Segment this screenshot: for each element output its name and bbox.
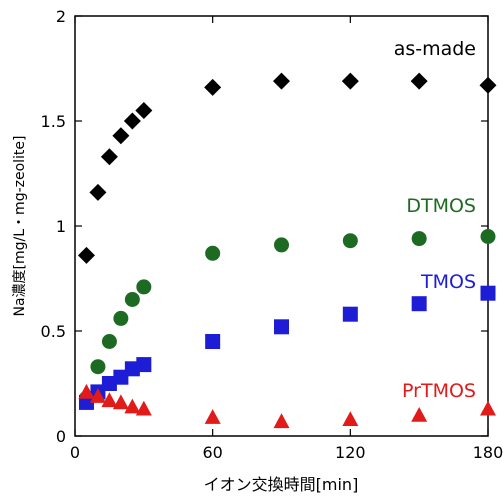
data-point-prtmos xyxy=(78,383,95,399)
data-point-prtmos xyxy=(480,400,496,416)
data-point-prtmos xyxy=(101,392,118,408)
data-point-tmos xyxy=(205,334,221,349)
axis-ticks xyxy=(74,15,489,437)
data-point-tmos xyxy=(124,361,140,377)
data-point-as-made xyxy=(479,76,497,94)
y-tick-label: 2 xyxy=(56,7,66,26)
data-point-prtmos xyxy=(135,400,152,416)
y-tick-label: 1 xyxy=(56,217,66,236)
y-tick-label: 1.5 xyxy=(41,112,66,131)
data-point-dtmos xyxy=(342,233,358,249)
legend-label-dtmos: DTMOS xyxy=(406,195,476,217)
data-point-dtmos xyxy=(113,310,129,326)
y-tick-label: 0.5 xyxy=(41,322,66,341)
data-point-as-made xyxy=(204,78,222,96)
data-point-tmos xyxy=(101,376,117,391)
legend-label-prtmos: PrTMOS xyxy=(402,380,476,402)
data-point-dtmos xyxy=(411,231,427,247)
tick-labels: 0 60 120 180 0 0.5 1 1.5 2 xyxy=(41,7,503,462)
data-point-prtmos xyxy=(124,398,141,414)
data-point-tmos xyxy=(480,285,496,301)
y-tick-label: 0 xyxy=(56,427,66,446)
data-point-as-made xyxy=(135,102,153,119)
x-tick-label: 180 xyxy=(473,443,503,462)
data-point-tmos xyxy=(342,306,358,322)
data-point-as-made xyxy=(123,112,141,130)
y-axis-title: Na濃度[mg/L・mg-zeolite] xyxy=(12,135,28,316)
data-point-as-made xyxy=(77,246,95,264)
data-point-prtmos xyxy=(273,413,290,429)
data-point-prtmos xyxy=(112,394,129,410)
legend-label-as-made: as-made xyxy=(394,38,476,60)
data-point-prtmos xyxy=(204,409,221,424)
x-tick-label: 60 xyxy=(202,443,222,462)
data-point-dtmos xyxy=(90,359,106,375)
data-point-dtmos xyxy=(480,229,496,244)
data-point-dtmos xyxy=(274,237,289,253)
data-point-as-made xyxy=(410,72,428,90)
x-tick-label: 0 xyxy=(70,443,80,462)
legend-label-tmos: TMOS xyxy=(420,271,476,293)
x-tick-label: 120 xyxy=(335,443,366,462)
data-point-as-made xyxy=(112,127,130,145)
data-point-as-made xyxy=(89,183,107,201)
data-point-as-made xyxy=(341,72,359,90)
data-point-prtmos xyxy=(342,411,359,426)
data-point-dtmos xyxy=(101,334,117,349)
data-point-dtmos xyxy=(136,279,152,295)
data-point-tmos xyxy=(411,296,427,312)
data-point-tmos xyxy=(274,319,289,335)
data-point-tmos xyxy=(113,369,129,385)
data-markers xyxy=(77,72,497,429)
data-point-tmos xyxy=(136,357,152,373)
data-point-prtmos xyxy=(89,388,106,403)
data-point-dtmos xyxy=(205,245,221,261)
x-axis-title: イオン交換時間[min] xyxy=(204,475,359,494)
data-point-dtmos xyxy=(124,292,140,307)
data-point-as-made xyxy=(100,148,118,166)
data-point-as-made xyxy=(273,72,290,90)
data-point-prtmos xyxy=(411,407,428,422)
